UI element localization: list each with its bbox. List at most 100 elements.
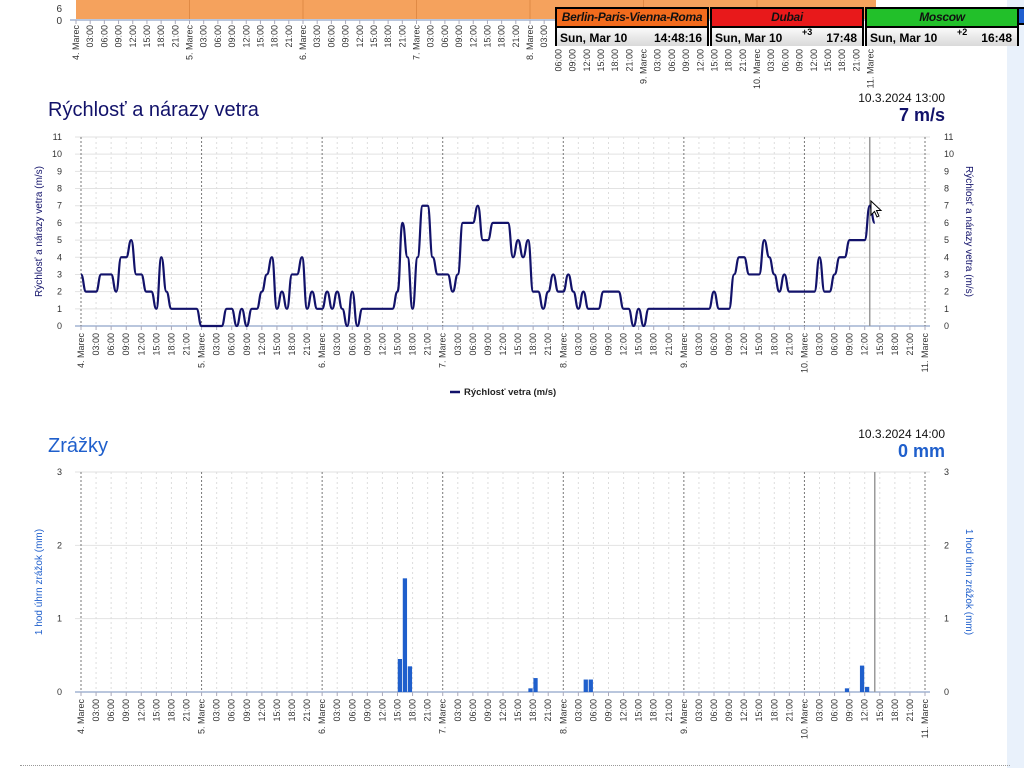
x-tick-label-hour: 18:00 — [497, 25, 507, 48]
x-tick-label-hour: 03:00 — [91, 699, 101, 722]
y-tick-label-right: 2 — [944, 287, 949, 297]
x-tick-label-hour: 03:00 — [453, 333, 463, 356]
x-tick-label-hour: 15:00 — [272, 333, 282, 356]
x-tick-label-hour: 15:00 — [634, 699, 644, 722]
x-tick-label-hour: 09:00 — [483, 699, 493, 722]
x-tick-label-hour: 21:00 — [905, 333, 915, 356]
x-tick-label-hour: 12:00 — [136, 699, 146, 722]
y-tick-label-left: 3 — [57, 467, 62, 477]
x-tick-label-hour: 15:00 — [823, 49, 833, 72]
x-tick-label-hour: 06:00 — [440, 25, 450, 48]
x-tick-label-hour: 18:00 — [287, 699, 297, 722]
y-tick-label: 0 — [56, 16, 62, 27]
x-tick-label-hour: 12:00 — [860, 699, 870, 722]
x-tick-label-hour: 21:00 — [905, 699, 915, 722]
x-tick-label-hour: 09:00 — [121, 699, 131, 722]
x-tick-label-hour: 21:00 — [511, 25, 521, 48]
x-tick-label-hour: 06:00 — [709, 333, 719, 356]
x-tick-label-day: 6. Marec — [317, 699, 327, 735]
x-tick-label-day: 10. Marec — [799, 699, 809, 740]
x-tick-label-hour: 18:00 — [724, 49, 734, 72]
x-tick-label-hour: 12:00 — [739, 333, 749, 356]
x-tick-label-hour: 21:00 — [664, 699, 674, 722]
x-tick-label-hour: 09:00 — [454, 25, 464, 48]
x-tick-label-hour: 21:00 — [302, 333, 312, 356]
y-tick-label-left: 1 — [57, 304, 62, 314]
y-tick-label-left: 4 — [57, 252, 62, 262]
x-tick-label-hour: 21:00 — [624, 49, 634, 72]
x-tick-label-hour: 18:00 — [166, 333, 176, 356]
precip-bar — [588, 679, 593, 692]
x-tick-label-hour: 12:00 — [257, 699, 267, 722]
x-tick-label-hour: 18:00 — [383, 25, 393, 48]
x-tick-label-hour: 03:00 — [332, 699, 342, 722]
precip-bar — [859, 665, 865, 692]
right-page-margin — [1007, 0, 1024, 768]
x-tick-label-day: 9. Marec — [679, 699, 689, 735]
x-tick-label-hour: 06:00 — [468, 699, 478, 722]
y-tick-label-left: 10 — [52, 149, 62, 159]
top-partial-chart: 60 4. Marec 03:00 06:00 09:00 12:00 15:00 18:00… — [56, 0, 880, 89]
x-tick-label-hour: 15:00 — [513, 699, 523, 722]
x-tick-label-hour: 09:00 — [845, 333, 855, 356]
y-tick-label-left: 5 — [57, 235, 62, 245]
x-tick-label-hour: 06:00 — [347, 699, 357, 722]
precip-bar — [533, 678, 538, 692]
y-tick-label-right: 5 — [944, 235, 949, 245]
precip-bar — [528, 688, 533, 692]
x-tick-label-hour: 03:00 — [453, 699, 463, 722]
x-tick-label-hour: 18:00 — [649, 333, 659, 356]
x-tick-label-hour: 18:00 — [287, 333, 297, 356]
x-tick-label-hour: 15:00 — [151, 333, 161, 356]
x-tick-label-hour: 15:00 — [875, 699, 885, 722]
x-tick-label-day: 8. Marec — [558, 699, 568, 735]
x-tick-label-hour: 15:00 — [255, 25, 265, 48]
x-tick-label-hour: 15:00 — [754, 333, 764, 356]
x-tick-label-hour: 06:00 — [347, 333, 357, 356]
y-tick-label-left: 2 — [57, 540, 62, 550]
x-tick-label-hour: 15:00 — [272, 699, 282, 722]
x-tick-label-hour: 12:00 — [619, 333, 629, 356]
x-tick-label-hour: 03:00 — [573, 333, 583, 356]
x-tick-label-hour: 09:00 — [362, 333, 372, 356]
x-tick-label-hour: 06:00 — [667, 49, 677, 72]
x-tick-label-hour: 09:00 — [362, 699, 372, 722]
x-tick-label-hour: 12:00 — [739, 699, 749, 722]
precip-chart[interactable]: 0 0 1 1 2 2 3 3 4. Marec 03:00 06:00 09:00 12:00 15:0… — [0, 464, 1000, 754]
x-tick-label-hour: 09:00 — [724, 333, 734, 356]
x-tick-label-hour: 21:00 — [182, 333, 192, 356]
x-tick-label-day: 11. Marec — [920, 333, 930, 373]
x-tick-label-hour: 15:00 — [482, 25, 492, 48]
x-tick-label-hour: 21:00 — [664, 333, 674, 356]
y-tick-label-left: 7 — [57, 201, 62, 211]
x-tick-label-hour: 12:00 — [809, 49, 819, 72]
x-tick-label-day: 7. Marec — [412, 25, 422, 61]
x-tick-label-hour: 15:00 — [875, 333, 885, 356]
x-tick-label-hour: 18:00 — [837, 49, 847, 72]
x-tick-label-hour: 03:00 — [694, 699, 704, 722]
x-tick-label-hour: 12:00 — [860, 333, 870, 356]
x-tick-label-hour: 18:00 — [890, 333, 900, 356]
x-tick-label-hour: 03:00 — [332, 333, 342, 356]
x-tick-label-hour: 09:00 — [604, 699, 614, 722]
x-tick-label-hour: 03:00 — [653, 49, 663, 72]
y-tick-label-left: 1 — [57, 614, 62, 624]
y-axis-label-left: 1 hod úhrn zrážok (mm) — [34, 529, 45, 635]
x-tick-label-day: 5. Marec — [185, 25, 195, 61]
x-tick-label-hour: 03:00 — [815, 699, 825, 722]
x-tick-label-hour: 21:00 — [738, 49, 748, 72]
y-tick-label-right: 6 — [944, 218, 949, 228]
y-axis-label-right: 1 hod úhrn zrážok (mm) — [963, 529, 974, 635]
x-tick-label-hour: 09:00 — [242, 333, 252, 356]
x-tick-label-hour: 18:00 — [156, 25, 166, 48]
x-tick-label-hour: 06:00 — [213, 25, 223, 48]
x-tick-label-hour: 03:00 — [426, 25, 436, 48]
x-tick-label-day: 5. Marec — [197, 699, 207, 735]
y-tick-label-right: 9 — [944, 166, 949, 176]
x-tick-label-hour: 18:00 — [166, 699, 176, 722]
x-tick-label-hour: 21:00 — [784, 333, 794, 356]
x-tick-label-hour: 15:00 — [634, 333, 644, 356]
x-tick-label-hour: 09:00 — [227, 25, 237, 48]
x-tick-label-hour: 03:00 — [212, 699, 222, 722]
